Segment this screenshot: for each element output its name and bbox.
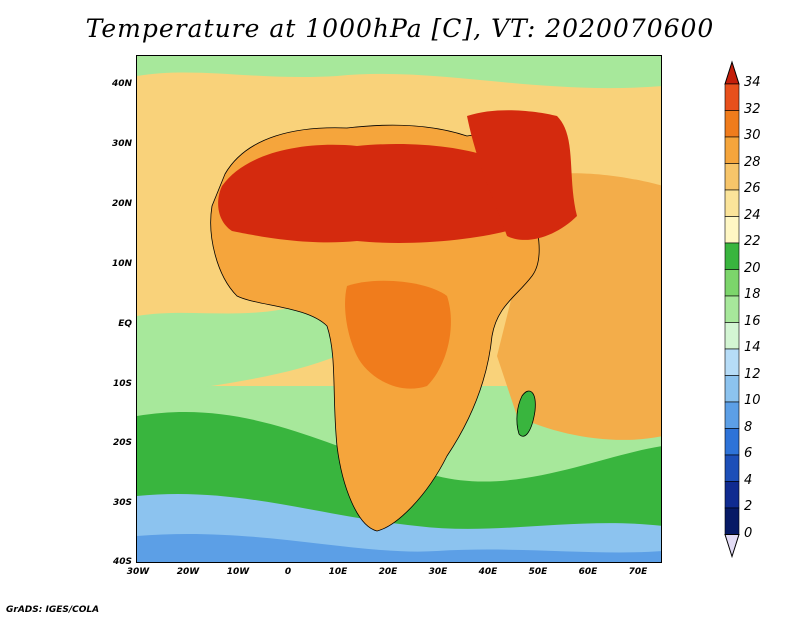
lon-label-20w: 20W	[176, 567, 200, 577]
colorbar-label: 22	[744, 234, 761, 249]
colorbar-label: 0	[744, 525, 753, 541]
colorbar-label: 18	[744, 287, 761, 302]
lon-label-10e: 10E	[328, 567, 348, 577]
colorbar-label: 12	[744, 366, 761, 382]
colorbar-swatch	[724, 163, 740, 191]
colorbar-swatch	[724, 322, 740, 350]
map-panel	[136, 55, 662, 563]
lat-label-20n: 20N	[111, 199, 132, 209]
colorbar-swatch	[724, 83, 740, 111]
colorbar-label: 8	[744, 419, 753, 435]
colorbar-swatch	[724, 454, 740, 482]
lon-label-30w: 30W	[126, 567, 150, 577]
colorbar-label: 20	[744, 260, 761, 276]
colorbar-swatch	[724, 189, 740, 217]
colorbar-swatch	[724, 428, 740, 456]
grads-credit: GrADS: IGES/COLA	[6, 605, 100, 615]
madagascar	[516, 390, 536, 437]
lat-label-40n: 40N	[111, 79, 132, 89]
colorbar-swatch	[724, 216, 740, 244]
colorbar-swatch	[724, 481, 740, 509]
colorbar-label: 6	[744, 446, 753, 461]
lat-label-10s: 10S	[112, 379, 132, 389]
colorbar-label: 2	[744, 499, 753, 514]
colorbar	[724, 60, 740, 559]
colorbar-label: 24	[744, 207, 761, 223]
colorbar-label: 34	[744, 75, 761, 90]
lat-label-40s: 40S	[112, 557, 132, 567]
southern-ocean-deep	[137, 533, 661, 562]
colorbar-swatch	[724, 110, 740, 138]
europe-cool	[137, 56, 661, 89]
colorbar-swatch	[724, 401, 740, 429]
colorbar-bottom-arrow	[724, 534, 740, 559]
arabia-hot-zone	[467, 110, 577, 240]
lon-label-30e: 30E	[428, 567, 448, 577]
lon-label-10w: 10W	[226, 567, 250, 577]
colorbar-label: 4	[744, 472, 753, 488]
colorbar-label: 10	[744, 393, 761, 408]
colorbar-swatch	[724, 269, 740, 297]
lon-label-70e: 70E	[628, 567, 648, 577]
temperature-map	[137, 56, 661, 562]
lat-label-30n: 30N	[111, 139, 132, 149]
colorbar-swatch	[724, 348, 740, 376]
lon-label-50e: 50E	[528, 567, 548, 577]
atlantic-green-band	[137, 296, 337, 396]
lon-label-60e: 60E	[578, 567, 598, 577]
lon-label-20e: 20E	[378, 567, 398, 577]
colorbar-label: 26	[744, 181, 761, 196]
colorbar-label: 32	[744, 101, 761, 117]
colorbar-label: 28	[744, 154, 761, 170]
lat-label-30s: 30S	[112, 498, 132, 508]
colorbar-swatch	[724, 507, 740, 535]
lat-label-20s: 20S	[112, 438, 132, 448]
colorbar-swatch	[724, 295, 740, 323]
colorbar-label: 14	[744, 340, 761, 355]
colorbar-top-arrow	[724, 60, 740, 85]
colorbar-label: 30	[744, 128, 761, 143]
colorbar-swatch	[724, 136, 740, 164]
colorbar-swatch	[724, 242, 740, 270]
sahara-hot-zone	[218, 144, 511, 243]
lat-label-eq: EQ	[118, 319, 132, 329]
lat-label-10n: 10N	[111, 259, 132, 269]
central-africa-warm	[345, 280, 451, 389]
colorbar-swatch	[724, 375, 740, 403]
colorbar-label: 16	[744, 313, 761, 329]
map-title: Temperature at 1000hPa [C], VT: 20200706…	[85, 14, 715, 43]
lon-label-40e: 40E	[478, 567, 498, 577]
lon-label-0: 0	[284, 567, 292, 577]
